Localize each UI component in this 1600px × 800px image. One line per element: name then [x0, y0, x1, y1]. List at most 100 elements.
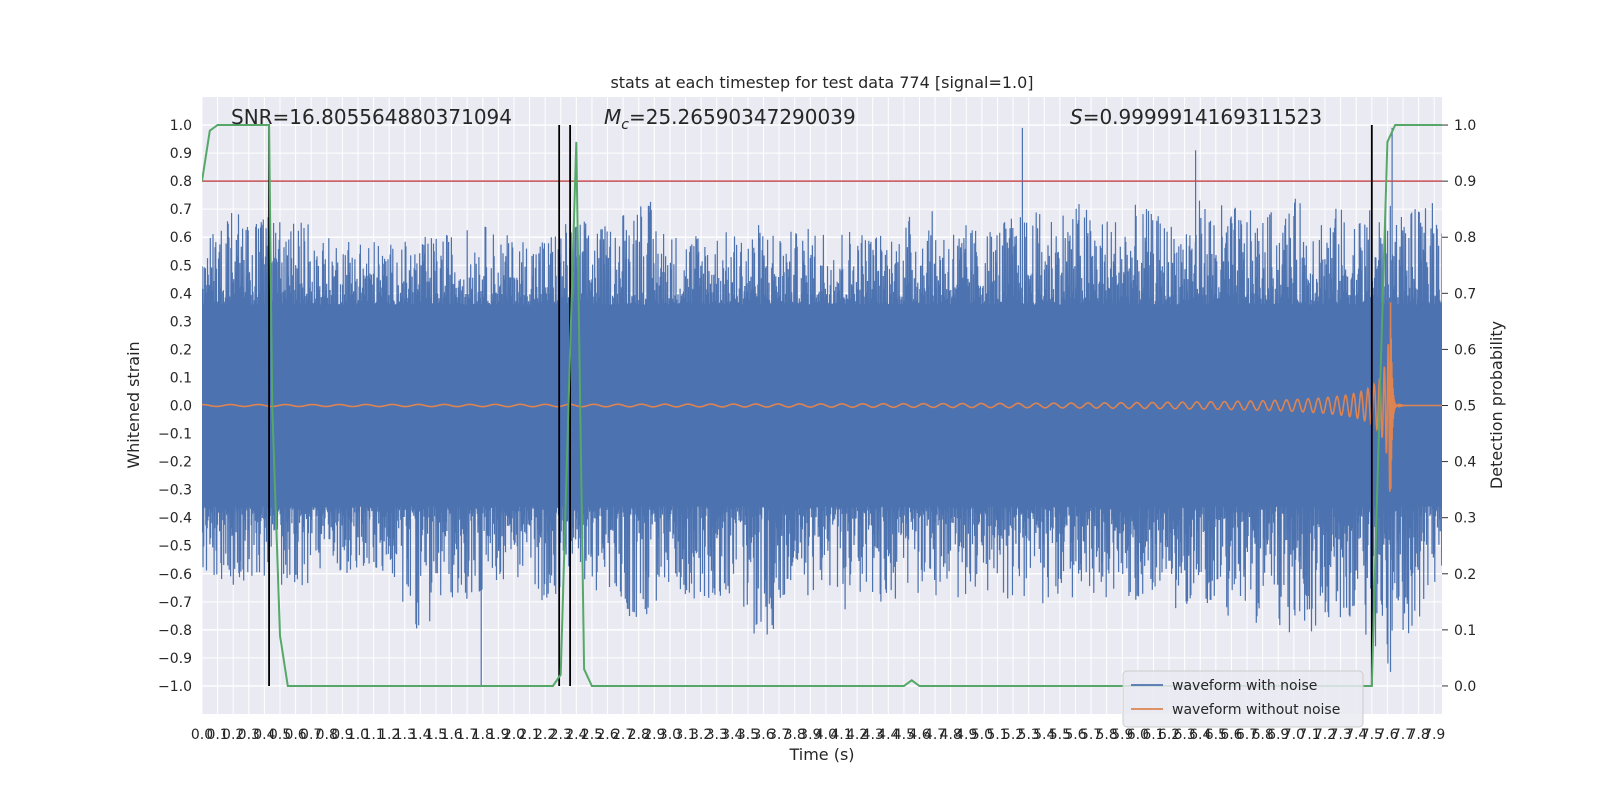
y-tick-label: 1.0 [170, 118, 192, 134]
x-tick-label: 2.2 [534, 727, 556, 743]
series-detection-probability [202, 124, 1442, 687]
x-tick-label: 4.8 [940, 727, 962, 743]
x-tick-label: 0.1 [206, 727, 228, 743]
x-tick-label: 3.8 [784, 727, 806, 743]
y2-axis-label: Detection probability [1487, 321, 1506, 489]
x-tick-label: 0.3 [238, 727, 260, 743]
chirp-mass-symbol: M [604, 105, 621, 129]
x-tick-label: 1.9 [487, 727, 509, 743]
x-tick-label: 1.7 [456, 727, 478, 743]
x-tick-label: 5.7 [1080, 727, 1102, 743]
x-tick-label: 7.6 [1376, 727, 1398, 743]
x-tick-label: 1.8 [472, 727, 494, 743]
x-tick-label: 7.8 [1407, 727, 1429, 743]
y-tick-label: 0.0 [170, 399, 192, 415]
x-tick-label: 7.2 [1314, 727, 1336, 743]
y-tick-label: −0.1 [158, 427, 192, 443]
y-tick-label: −0.3 [158, 483, 192, 499]
y2-tick-label: 0.6 [1454, 342, 1476, 358]
score-symbol: S [1070, 105, 1083, 129]
x-tick-label: 2.9 [643, 727, 665, 743]
y-tick-label: 0.5 [170, 258, 192, 274]
x-tick-label: 5.5 [1049, 727, 1071, 743]
x-tick-label: 4.6 [908, 727, 930, 743]
x-tick-label: 7.7 [1392, 727, 1414, 743]
x-tick-label: 1.6 [440, 727, 462, 743]
x-tick-label: 7.9 [1423, 727, 1445, 743]
x-tick-label: 2.8 [628, 727, 650, 743]
x-tick-label: 5.4 [1033, 727, 1055, 743]
y-tick-label: −1.0 [158, 679, 192, 695]
x-tick-label: 3.4 [721, 727, 743, 743]
x-tick-labels: 0.00.10.20.30.40.50.60.70.80.91.01.11.21… [191, 727, 1445, 743]
series-waveform-without-noise [202, 302, 1442, 492]
x-tick-label: 3.5 [737, 727, 759, 743]
chart-title: stats at each timestep for test data 774… [610, 73, 1033, 92]
x-tick-label: 7.3 [1329, 727, 1351, 743]
y2-tick-label: 0.3 [1454, 511, 1476, 527]
x-tick-label: 5.6 [1064, 727, 1086, 743]
y2-tick-label: 0.0 [1454, 679, 1476, 695]
score-value: =0.9999914169311523 [1083, 105, 1322, 129]
y-tick-label: 0.6 [170, 230, 192, 246]
snr-annotation: SNR=16.805564880371094 [231, 105, 512, 129]
x-tick-label: 6.8 [1251, 727, 1273, 743]
x-tick-label: 7.4 [1345, 727, 1367, 743]
x-tick-label: 0.2 [222, 727, 244, 743]
chirp-mass-value: =25.26590347290039 [629, 105, 856, 129]
x-tick-label: 3.6 [752, 727, 774, 743]
x-tick-label: 5.0 [971, 727, 993, 743]
x-tick-label: 1.5 [425, 727, 447, 743]
x-tick-label: 2.5 [581, 727, 603, 743]
x-tick-label: 0.9 [331, 727, 353, 743]
x-tick-label: 3.3 [706, 727, 728, 743]
x-tick-label: 6.9 [1267, 727, 1289, 743]
y-tick-label: 0.9 [170, 146, 192, 162]
y2-tick-label: 0.9 [1454, 174, 1476, 190]
clean-waveform-line [202, 302, 1442, 492]
x-tick-label: 3.1 [674, 727, 696, 743]
x-tick-label: 3.2 [690, 727, 712, 743]
legend: waveform with noise waveform without noi… [1122, 670, 1364, 728]
x-tick-label: 4.3 [862, 727, 884, 743]
x-tick-label: 5.1 [986, 727, 1008, 743]
chirp-mass-subscript: c [621, 117, 629, 133]
x-tick-label: 1.4 [409, 727, 431, 743]
y-tick-label: −0.6 [158, 567, 192, 583]
x-tick-label: 0.7 [300, 727, 322, 743]
x-tick-label: 2.0 [503, 727, 525, 743]
x-tick-label: 1.1 [362, 727, 384, 743]
y-tick-label: 0.8 [170, 174, 192, 190]
y-tick-label: 0.3 [170, 314, 192, 330]
x-tick-label: 0.6 [284, 727, 306, 743]
y2-tick-labels: 1.0 0.9 0.8 0.7 0.6 0.5 0.4 0.3 0.2 0.1 0.0 [1442, 118, 1476, 695]
detection-probability-line [202, 124, 1442, 687]
y-tick-label: −0.4 [158, 511, 192, 527]
x-tick-label: 2.4 [565, 727, 587, 743]
x-tick-label: 1.0 [347, 727, 369, 743]
x-tick-label: 4.0 [815, 727, 837, 743]
x-tick-label: 7.5 [1361, 727, 1383, 743]
x-tick-label: 6.4 [1189, 727, 1211, 743]
y-tick-label: −0.2 [158, 455, 192, 471]
y2-tick-label: 0.7 [1454, 286, 1476, 302]
x-tick-label: 6.2 [1158, 727, 1180, 743]
x-tick-label: 6.1 [1142, 727, 1164, 743]
x-tick-label: 5.9 [1111, 727, 1133, 743]
y-tick-label: −0.7 [158, 595, 192, 611]
x-tick-label: 6.7 [1236, 727, 1258, 743]
vertical-markers [268, 125, 1373, 686]
x-tick-label: 2.7 [612, 727, 634, 743]
x-tick-label: 4.7 [924, 727, 946, 743]
y-tick-label: −0.5 [158, 539, 192, 555]
x-tick-label: 3.0 [659, 727, 681, 743]
y2-tick-label: 1.0 [1454, 118, 1476, 134]
x-axis-label: Time (s) [788, 745, 854, 764]
x-tick-label: 5.3 [1018, 727, 1040, 743]
score-annotation: S=0.9999914169311523 [1070, 105, 1322, 129]
x-tick-label: 2.1 [518, 727, 540, 743]
y-tick-label: 0.1 [170, 370, 192, 386]
x-tick-label: 4.4 [877, 727, 899, 743]
y-tick-label: −0.8 [158, 623, 192, 639]
